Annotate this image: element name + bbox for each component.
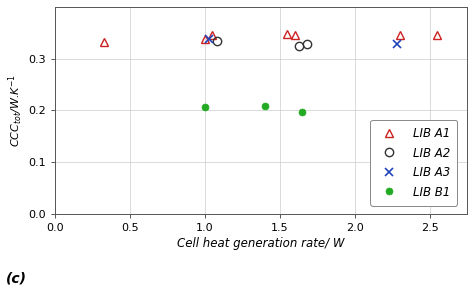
LIB B1: [262, 104, 267, 108]
LIB A3: [206, 37, 212, 41]
LIB A2: [296, 44, 302, 48]
Line: LIB B1: LIB B1: [201, 103, 306, 115]
LIB B1: [300, 110, 305, 114]
Y-axis label: $CCC_{tot}$/W.K$^{-1}$: $CCC_{tot}$/W.K$^{-1}$: [7, 74, 25, 147]
LIB A1: [210, 33, 215, 37]
LIB A3: [394, 42, 400, 46]
Legend: LIB A1, LIB A2, LIB A3, LIB B1: LIB A1, LIB A2, LIB A3, LIB B1: [370, 120, 457, 206]
LIB A1: [292, 33, 298, 37]
X-axis label: Cell heat generation rate/ W: Cell heat generation rate/ W: [177, 237, 345, 250]
LIB B1: [202, 105, 208, 109]
LIB A2: [214, 39, 219, 43]
Text: (c): (c): [5, 271, 27, 286]
LIB A1: [202, 37, 208, 41]
Line: LIB A1: LIB A1: [100, 30, 441, 46]
LIB A2: [304, 42, 310, 46]
LIB A1: [397, 33, 402, 37]
LIB A1: [434, 33, 440, 37]
Line: LIB A2: LIB A2: [213, 37, 311, 50]
Line: LIB A3: LIB A3: [205, 35, 401, 48]
LIB A1: [284, 32, 290, 36]
LIB A1: [101, 40, 107, 43]
